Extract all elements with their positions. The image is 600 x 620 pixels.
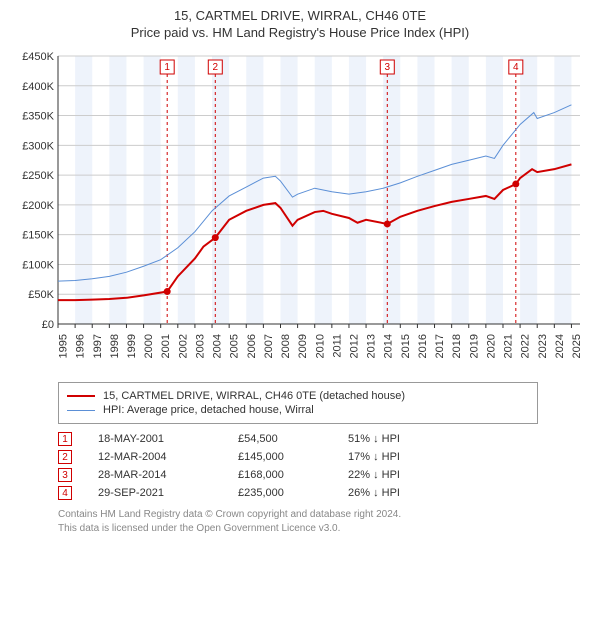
svg-text:£450K: £450K (22, 51, 54, 63)
sale-diff: 26% ↓ HPI (348, 487, 448, 499)
svg-text:2000: 2000 (143, 334, 155, 358)
svg-text:£250K: £250K (22, 170, 54, 182)
legend-label: HPI: Average price, detached house, Wirr… (103, 404, 314, 416)
sale-date: 18-MAY-2001 (98, 433, 238, 445)
svg-text:£100K: £100K (22, 259, 54, 271)
sale-diff: 17% ↓ HPI (348, 451, 448, 463)
sale-date: 29-SEP-2021 (98, 487, 238, 499)
sale-date: 12-MAR-2004 (98, 451, 238, 463)
svg-text:2006: 2006 (246, 334, 258, 358)
legend: 15, CARTMEL DRIVE, WIRRAL, CH46 0TE (det… (58, 382, 538, 424)
legend-item-hpi: HPI: Average price, detached house, Wirr… (67, 404, 529, 416)
line-chart: £0 £50K £100K £150K £200K £250K £300K £350K £400… (10, 46, 590, 376)
arrow-down-icon: ↓ HPI (373, 433, 400, 445)
svg-text:2009: 2009 (297, 334, 309, 358)
svg-text:£350K: £350K (22, 111, 54, 123)
arrow-down-icon: ↓ HPI (373, 487, 400, 499)
svg-text:1999: 1999 (126, 334, 138, 358)
sale-price: £145,000 (238, 451, 348, 463)
svg-text:2011: 2011 (331, 334, 343, 358)
svg-text:£150K: £150K (22, 230, 54, 242)
svg-text:2020: 2020 (485, 334, 497, 358)
sales-table: 1 18-MAY-2001£54,50051% ↓ HPI 2 12-MAR-2004… (58, 432, 590, 500)
svg-text:1995: 1995 (58, 334, 70, 358)
svg-text:2025: 2025 (571, 334, 583, 358)
svg-text:2007: 2007 (263, 334, 275, 358)
svg-text:2019: 2019 (468, 334, 480, 358)
svg-text:£400K: £400K (22, 81, 54, 93)
svg-text:£200K: £200K (22, 200, 54, 212)
sale-date: 28-MAR-2014 (98, 469, 238, 481)
credits-line: This data is licensed under the Open Gov… (58, 522, 590, 536)
svg-text:2012: 2012 (349, 334, 361, 358)
svg-text:£0: £0 (42, 319, 54, 331)
svg-text:2005: 2005 (229, 334, 241, 358)
sale-row: 1 18-MAY-2001£54,50051% ↓ HPI (58, 432, 590, 446)
sale-marker: 3 (58, 468, 72, 482)
legend-swatch (67, 395, 95, 397)
sale-price: £168,000 (238, 469, 348, 481)
svg-text:2017: 2017 (434, 334, 446, 358)
sale-row: 3 28-MAR-2014£168,00022% ↓ HPI (58, 468, 590, 482)
sale-row: 4 29-SEP-2021£235,00026% ↓ HPI (58, 486, 590, 500)
chart-subtitle: Price paid vs. HM Land Registry's House … (10, 25, 590, 40)
svg-text:£50K: £50K (28, 289, 54, 301)
svg-text:1996: 1996 (75, 334, 87, 358)
svg-text:2013: 2013 (366, 334, 378, 358)
credits: Contains HM Land Registry data © Crown c… (58, 508, 590, 535)
svg-text:2021: 2021 (503, 334, 515, 358)
svg-text:1: 1 (164, 62, 170, 73)
sale-price: £235,000 (238, 487, 348, 499)
svg-text:2004: 2004 (212, 334, 224, 358)
svg-text:2023: 2023 (537, 334, 549, 358)
credits-line: Contains HM Land Registry data © Crown c… (58, 508, 590, 522)
legend-swatch (67, 410, 95, 411)
svg-text:2018: 2018 (451, 334, 463, 358)
chart-title: 15, CARTMEL DRIVE, WIRRAL, CH46 0TE (10, 8, 590, 23)
svg-text:2003: 2003 (194, 334, 206, 358)
sale-marker: 2 (58, 450, 72, 464)
legend-item-property: 15, CARTMEL DRIVE, WIRRAL, CH46 0TE (det… (67, 390, 529, 402)
svg-text:2002: 2002 (177, 334, 189, 358)
svg-text:2: 2 (213, 62, 219, 73)
arrow-down-icon: ↓ HPI (373, 469, 400, 481)
sale-diff: 51% ↓ HPI (348, 433, 448, 445)
svg-text:2015: 2015 (400, 334, 412, 358)
svg-text:2024: 2024 (554, 334, 566, 358)
sale-price: £54,500 (238, 433, 348, 445)
svg-text:3: 3 (385, 62, 391, 73)
sale-diff: 22% ↓ HPI (348, 469, 448, 481)
svg-text:2014: 2014 (383, 334, 395, 358)
arrow-down-icon: ↓ HPI (373, 451, 400, 463)
sale-marker: 4 (58, 486, 72, 500)
svg-text:1998: 1998 (109, 334, 121, 358)
svg-text:1997: 1997 (92, 334, 104, 358)
svg-text:2016: 2016 (417, 334, 429, 358)
svg-text:4: 4 (513, 62, 519, 73)
sale-row: 2 12-MAR-2004£145,00017% ↓ HPI (58, 450, 590, 464)
svg-text:£300K: £300K (22, 140, 54, 152)
svg-text:2008: 2008 (280, 334, 292, 358)
svg-text:2001: 2001 (160, 334, 172, 358)
legend-label: 15, CARTMEL DRIVE, WIRRAL, CH46 0TE (det… (103, 390, 405, 402)
svg-text:2010: 2010 (314, 334, 326, 358)
chart-container: 15, CARTMEL DRIVE, WIRRAL, CH46 0TE Pric… (0, 0, 600, 545)
svg-text:2022: 2022 (520, 334, 532, 358)
sale-marker: 1 (58, 432, 72, 446)
